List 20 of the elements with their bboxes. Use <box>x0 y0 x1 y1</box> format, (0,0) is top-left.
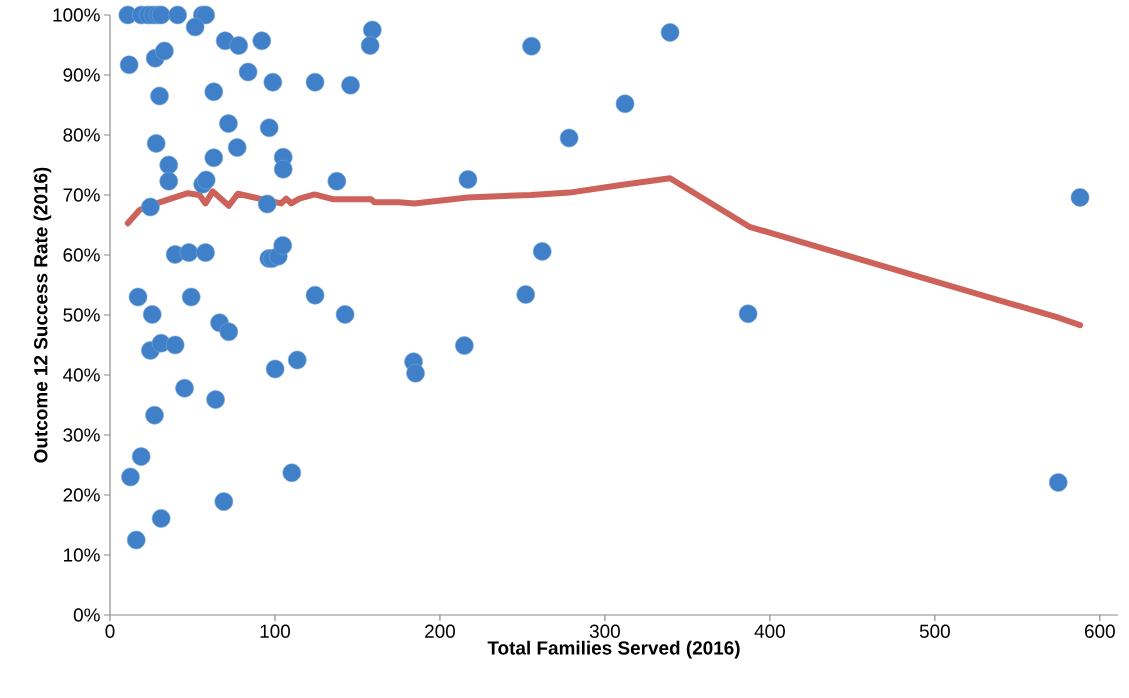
y-tick-label: 20% <box>63 488 100 502</box>
x-tick-label: 300 <box>589 624 620 638</box>
y-tick-label: 80% <box>63 128 100 142</box>
y-tick-label: 40% <box>63 368 100 382</box>
y-tick-label: 10% <box>64 548 100 562</box>
x-axis-title: Total Families Served (2016) <box>487 640 740 659</box>
y-tick-label: 0% <box>73 608 100 622</box>
y-tick-label: 50% <box>63 308 100 322</box>
x-tick-label: 400 <box>754 624 785 638</box>
x-tick-label: 200 <box>425 624 455 638</box>
x-tick-label: 100 <box>260 624 291 638</box>
y-tick-label: 60% <box>63 248 100 262</box>
y-tick-label: 90% <box>63 68 100 82</box>
x-tick-label: 500 <box>919 624 950 638</box>
y-tick-label: 70% <box>63 188 100 202</box>
x-tick-label: 600 <box>1084 624 1115 638</box>
y-tick-label: 30% <box>63 428 100 442</box>
y-axis-title: Outcome 12 Success Rate (2016) <box>33 167 52 463</box>
y-tick-label: 100% <box>53 8 100 22</box>
x-tick-label: 0 <box>105 624 115 638</box>
